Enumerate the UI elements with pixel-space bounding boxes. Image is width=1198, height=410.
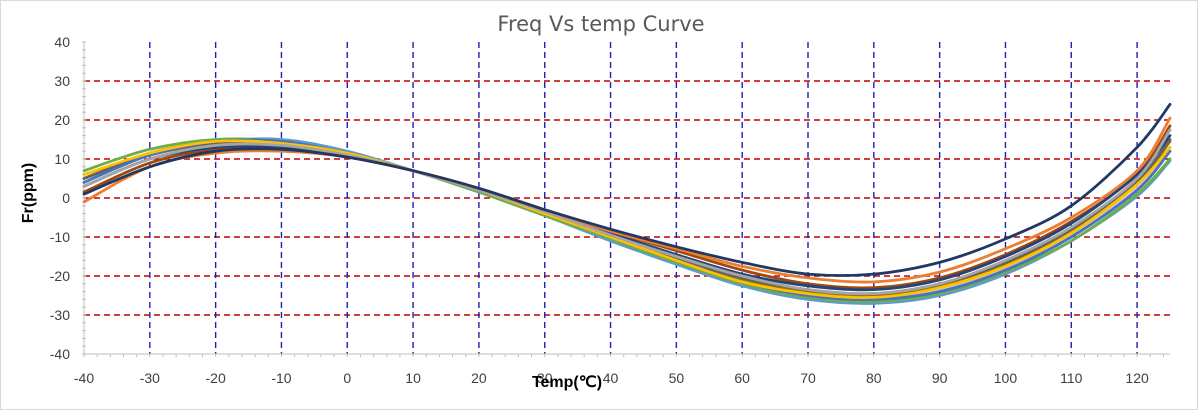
x-tick-label: 40 bbox=[603, 370, 619, 386]
x-tick-label: 30 bbox=[537, 370, 553, 386]
x-tick-label: -40 bbox=[74, 370, 94, 386]
series-line-1 bbox=[82, 103, 1172, 277]
x-tick-label: -30 bbox=[140, 370, 160, 386]
x-tick-label: -10 bbox=[271, 370, 291, 386]
series-line-7 bbox=[82, 134, 1172, 292]
series-layer bbox=[82, 103, 1172, 305]
y-tick-label: -40 bbox=[50, 346, 70, 362]
x-tick-label: 10 bbox=[405, 370, 421, 386]
x-tick-label: 70 bbox=[800, 370, 816, 386]
x-axis-label: Temp(℃) bbox=[532, 374, 602, 391]
chart-title: Freq Vs temp Curve bbox=[497, 12, 704, 36]
y-tick-label: -30 bbox=[50, 307, 70, 323]
x-tick-label: 50 bbox=[669, 370, 685, 386]
x-tick-label: 0 bbox=[343, 370, 351, 386]
y-tick-label: 20 bbox=[54, 112, 70, 128]
x-tick-label: -20 bbox=[206, 370, 226, 386]
series-line-11 bbox=[82, 137, 1172, 305]
y-tick-label: 30 bbox=[54, 73, 70, 89]
series-line-4 bbox=[82, 139, 1172, 300]
x-tick-label: 20 bbox=[471, 370, 487, 386]
series-line-3 bbox=[82, 128, 1172, 296]
y-tick-label: -20 bbox=[50, 268, 70, 284]
x-tick-label: 120 bbox=[1125, 370, 1149, 386]
x-tick-label: 100 bbox=[994, 370, 1018, 386]
x-tick-label: 110 bbox=[1060, 370, 1083, 386]
y-tick-label: -10 bbox=[50, 229, 70, 245]
y-tick-label: 0 bbox=[62, 190, 70, 206]
y-axis-label: Fr(ppm) bbox=[20, 163, 37, 223]
x-tick-label: 90 bbox=[932, 370, 948, 386]
y-tick-labels: -40 -30 -20 -10 0 10 20 30 40 bbox=[50, 34, 70, 362]
series-line-2 bbox=[82, 116, 1172, 284]
x-tick-label: 60 bbox=[734, 370, 750, 386]
x-tick-labels: -40 -30 -20 -10 0 10 20 30 40 50 60 70 80 90 100 110 120 bbox=[74, 370, 1149, 386]
axes bbox=[82, 41, 1170, 357]
y-tick-label: 40 bbox=[54, 34, 70, 50]
y-tick-label: 10 bbox=[54, 151, 70, 167]
x-tick-label: 80 bbox=[866, 370, 882, 386]
